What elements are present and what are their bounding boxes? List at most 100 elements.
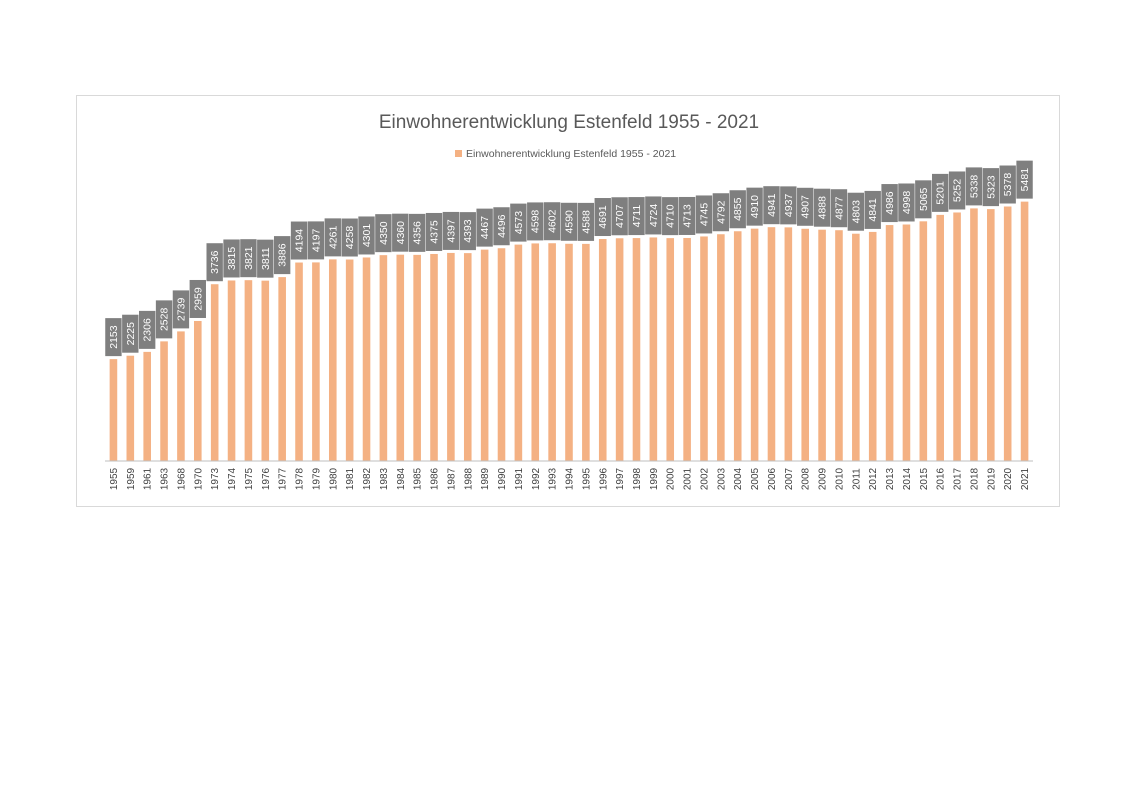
bar-2014 <box>902 224 911 461</box>
data-label-box-2014 <box>898 183 915 222</box>
legend-label: Einwohnerentwicklung Estenfeld 1955 - 20… <box>466 148 676 160</box>
x-tick-label-2003: 2003 <box>716 467 727 490</box>
bar-1976 <box>261 280 270 461</box>
bar-2008 <box>801 228 810 461</box>
data-label-box-1987 <box>442 211 460 250</box>
data-label-1991: 4573 <box>513 211 525 235</box>
data-label-box-2015 <box>915 180 932 219</box>
data-label-box-2003 <box>712 193 730 232</box>
x-tick-label-1994: 1994 <box>565 467 576 490</box>
data-label-1979: 4197 <box>310 229 322 253</box>
data-label-box-1992 <box>527 202 544 241</box>
data-label-box-2009 <box>813 188 831 227</box>
x-tick-label-2013: 2013 <box>885 467 896 490</box>
data-label-1997: 4707 <box>614 204 626 228</box>
data-label-2019: 5323 <box>985 175 997 199</box>
bar-1994 <box>565 243 573 461</box>
x-tick-label-1998: 1998 <box>632 467 643 490</box>
data-label-box-1994 <box>560 202 578 241</box>
data-label-box-1975 <box>240 239 257 278</box>
bar-2010 <box>835 230 843 461</box>
x-tick-label-2015: 2015 <box>919 467 930 490</box>
x-tick-label-1982: 1982 <box>362 467 373 490</box>
plot-area: 2153 1955 2225 1959 2306 1961 2528 1963 2739 1968… <box>105 160 1033 490</box>
data-label-2004: 4855 <box>732 197 744 221</box>
data-label-2016: 5201 <box>935 181 947 205</box>
data-label-1955: 2153 <box>108 325 120 349</box>
data-label-2001: 4713 <box>682 204 694 228</box>
data-label-box-1970 <box>189 279 206 318</box>
x-tick-label-2012: 2012 <box>868 467 879 490</box>
bar-1992 <box>531 243 540 461</box>
x-tick-label-2005: 2005 <box>750 467 761 490</box>
data-label-box-2011 <box>847 192 865 231</box>
data-label-box-1977 <box>273 236 291 275</box>
data-label-1984: 4360 <box>395 221 407 245</box>
x-tick-label-1993: 1993 <box>548 467 559 490</box>
x-tick-label-1983: 1983 <box>379 467 390 490</box>
x-tick-label-2011: 2011 <box>851 468 862 490</box>
data-label-1978: 4194 <box>294 229 306 253</box>
data-label-1998: 4711 <box>631 205 643 228</box>
data-label-box-1982 <box>358 216 375 255</box>
data-label-box-1996 <box>594 198 611 237</box>
bar-1975 <box>244 280 253 461</box>
data-label-box-2017 <box>948 171 966 210</box>
bar-2021 <box>1020 201 1029 461</box>
x-tick-label-1996: 1996 <box>598 467 609 490</box>
bar-1981 <box>345 259 354 461</box>
bar-1963 <box>160 341 168 461</box>
data-label-box-1978 <box>290 221 308 260</box>
x-tick-label-2018: 2018 <box>969 467 980 490</box>
data-label-2010: 4877 <box>833 196 845 220</box>
data-label-2012: 4841 <box>867 198 879 222</box>
bar-2003 <box>717 234 725 461</box>
x-tick-label-2020: 2020 <box>1003 467 1014 490</box>
data-label-box-2018 <box>965 167 983 206</box>
x-tick-label-2010: 2010 <box>834 467 845 490</box>
x-tick-label-1995: 1995 <box>581 467 592 490</box>
data-label-2005: 4910 <box>749 195 761 219</box>
bar-1978 <box>295 262 303 461</box>
bar-1997 <box>615 238 624 461</box>
x-tick-label-1963: 1963 <box>160 467 171 490</box>
data-label-box-1981 <box>341 218 358 257</box>
x-tick-label-1978: 1978 <box>295 467 306 490</box>
data-label-1986: 4375 <box>429 220 441 244</box>
data-label-1983: 4350 <box>378 221 390 245</box>
data-label-2018: 5338 <box>968 175 980 199</box>
data-label-2021: 5481 <box>1019 168 1031 192</box>
data-label-1975: 3821 <box>243 246 255 270</box>
bar-2001 <box>683 237 691 461</box>
data-label-box-2012 <box>864 190 881 229</box>
bar-1968 <box>177 331 185 461</box>
data-label-box-1986 <box>425 212 443 251</box>
legend-swatch <box>455 150 462 157</box>
data-label-box-2001 <box>678 196 696 235</box>
bar-1984 <box>396 254 405 461</box>
data-label-box-2000 <box>662 197 679 236</box>
data-label-2015: 5065 <box>918 187 930 211</box>
x-tick-label-1990: 1990 <box>497 467 508 490</box>
data-label-1959: 2225 <box>125 322 137 346</box>
bar-1987 <box>447 252 455 461</box>
data-label-2014: 4998 <box>901 191 913 215</box>
data-label-box-1993 <box>543 202 561 241</box>
bar-2012 <box>868 231 877 461</box>
bar-2019 <box>987 209 995 461</box>
data-label-2006: 4941 <box>766 193 778 217</box>
x-tick-label-1999: 1999 <box>649 467 660 490</box>
bar-2020 <box>1003 206 1012 461</box>
bar-2006 <box>767 227 776 461</box>
data-label-box-1984 <box>392 213 409 252</box>
x-tick-label-2006: 2006 <box>767 467 778 490</box>
data-label-1968: 2739 <box>175 298 187 322</box>
x-tick-label-1973: 1973 <box>210 467 221 490</box>
data-label-1985: 4356 <box>412 221 424 245</box>
bar-1977 <box>278 277 286 461</box>
data-label-1987: 4397 <box>445 219 457 243</box>
x-tick-label-2017: 2017 <box>953 467 964 490</box>
data-label-1994: 4590 <box>564 210 576 234</box>
data-label-box-1998 <box>628 197 645 236</box>
bar-2002 <box>700 236 708 461</box>
